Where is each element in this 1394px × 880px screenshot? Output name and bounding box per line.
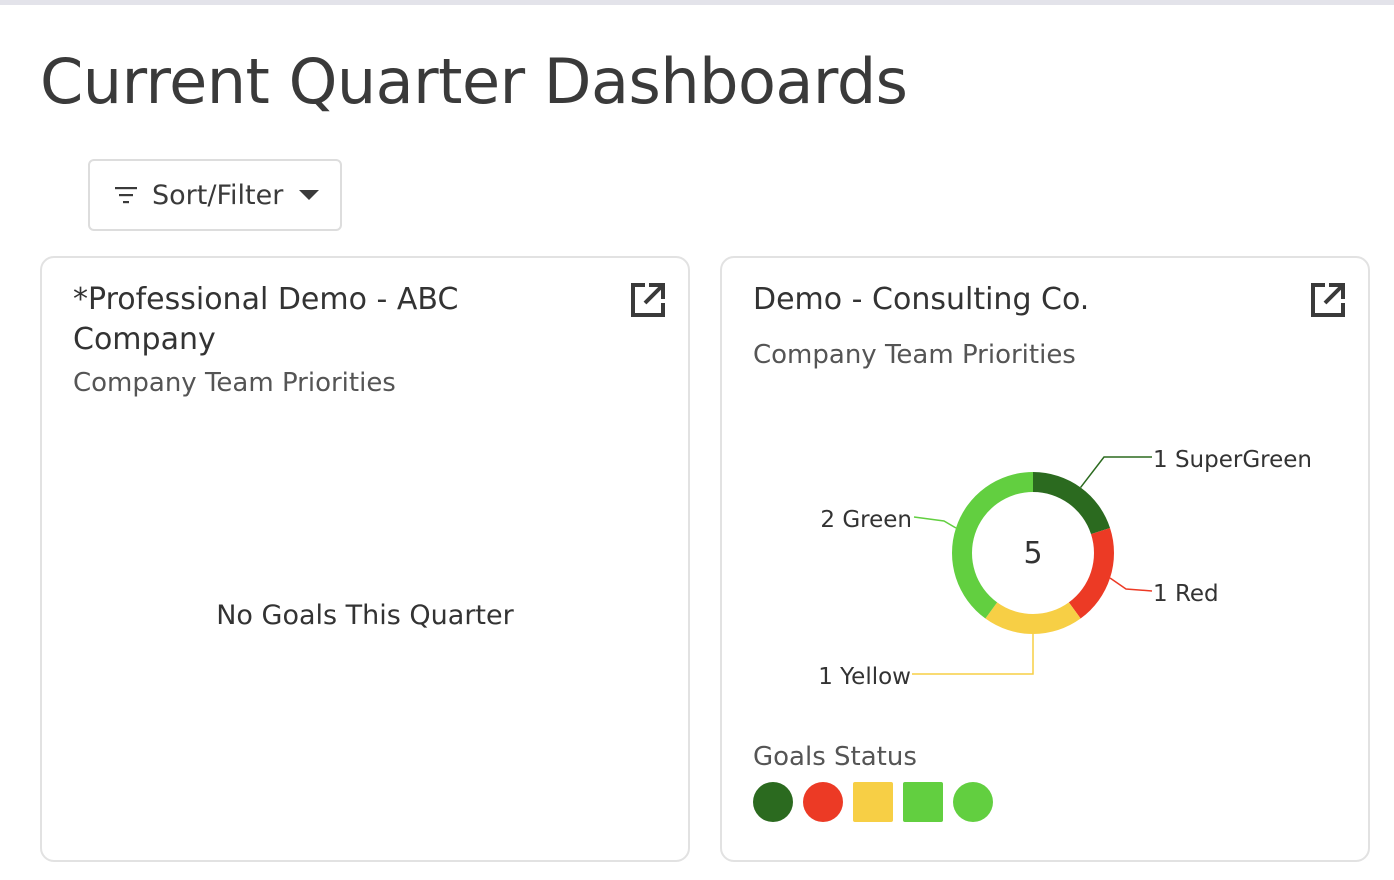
donut-leader-line <box>912 634 1034 675</box>
donut-slice-yellow[interactable] <box>985 602 1081 634</box>
legend-swatch <box>803 782 843 822</box>
page-title: Current Quarter Dashboards <box>40 45 908 118</box>
dashboard-card-title[interactable]: *Professional Demo - ABC Company <box>73 282 459 357</box>
filter-icon <box>115 187 137 204</box>
open-in-new-icon[interactable] <box>1308 280 1348 320</box>
top-divider <box>0 0 1394 5</box>
sort-filter-label: Sort/Filter <box>152 179 284 211</box>
dashboard-card[interactable]: Demo - Consulting Co. Company Team Prior… <box>720 256 1370 862</box>
legend-title: Goals Status <box>753 742 917 772</box>
dashboard-card-subtitle: Company Team Priorities <box>73 368 396 398</box>
donut-slice-supergreen[interactable] <box>1033 472 1111 535</box>
donut-leader-line <box>1109 577 1153 592</box>
goals-donut-chart: 1 SuperGreen 1 Red 1 Yellow 2 Green 5 <box>818 447 1312 690</box>
donut-slice-label: 1 Red <box>1153 581 1219 607</box>
donut-slice-label: 1 Yellow <box>818 664 911 690</box>
dashboard-card[interactable]: *Professional Demo - ABC Company Company… <box>40 256 690 862</box>
legend-swatch <box>853 782 893 822</box>
donut-slice-label: 2 Green <box>820 507 912 533</box>
legend-swatch <box>953 782 993 822</box>
caret-down-icon <box>299 190 320 200</box>
donut-center-total: 5 <box>1023 536 1042 571</box>
donut-leader-line <box>913 516 957 529</box>
dashboard-card-subtitle: Company Team Priorities <box>753 340 1076 370</box>
open-in-new-icon[interactable] <box>628 280 668 320</box>
legend-swatch <box>903 782 943 822</box>
legend-swatch <box>753 782 793 822</box>
sort-filter-button[interactable]: Sort/Filter <box>88 159 342 231</box>
donut-slice-label: 1 SuperGreen <box>1153 447 1312 473</box>
donut-slice-green[interactable] <box>952 472 1033 619</box>
dashboard-card-title[interactable]: Demo - Consulting Co. <box>753 282 1090 317</box>
donut-slice-red[interactable] <box>1068 527 1114 619</box>
legend-swatches <box>753 782 993 822</box>
empty-state-message: No Goals This Quarter <box>216 600 514 631</box>
donut-leader-line <box>1080 456 1152 488</box>
